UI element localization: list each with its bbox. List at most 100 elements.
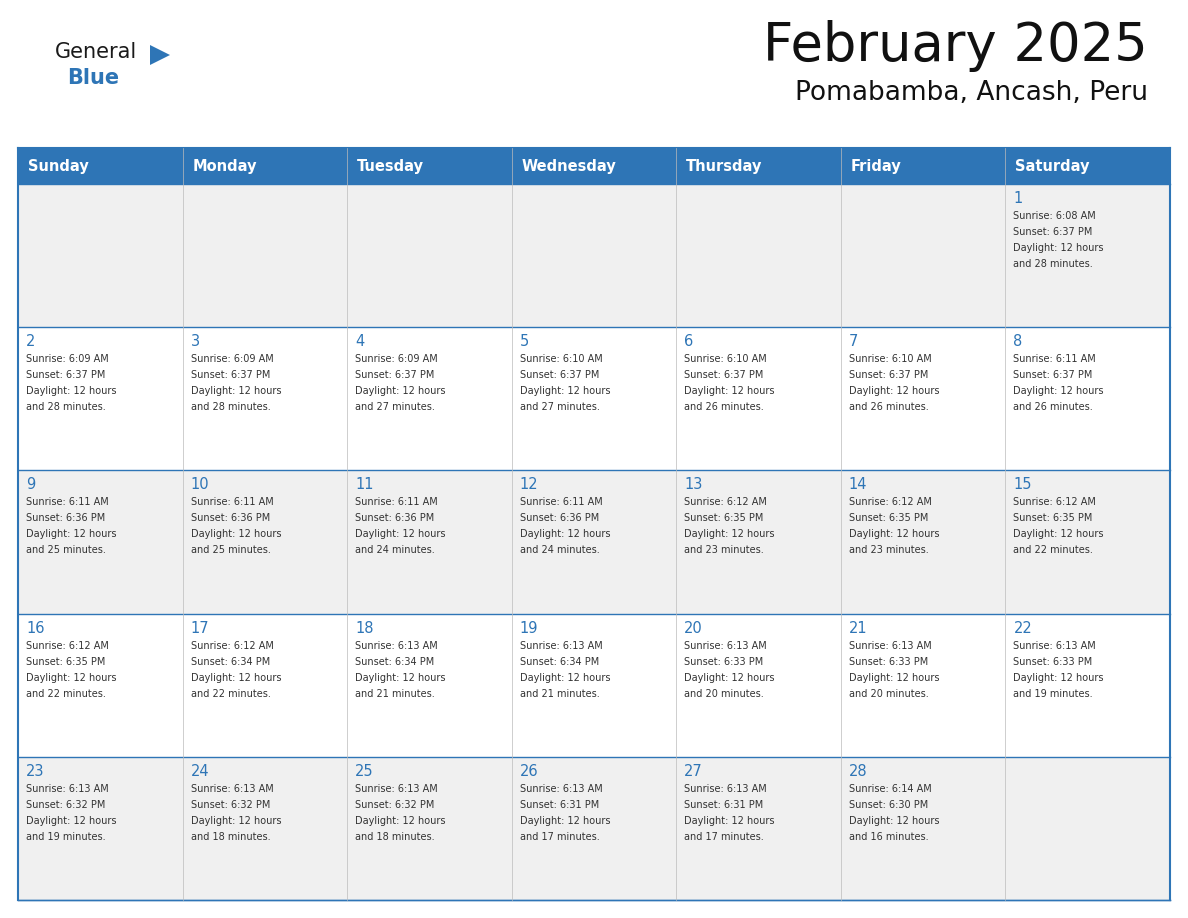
Text: Sunrise: 6:09 AM: Sunrise: 6:09 AM [355,354,438,364]
Text: Sunset: 6:37 PM: Sunset: 6:37 PM [1013,227,1093,237]
Text: 27: 27 [684,764,703,778]
Text: Thursday: Thursday [687,159,763,174]
Text: Daylight: 12 hours: Daylight: 12 hours [519,673,611,683]
Text: February 2025: February 2025 [763,20,1148,72]
Text: Daylight: 12 hours: Daylight: 12 hours [190,386,282,397]
Text: Sunrise: 6:13 AM: Sunrise: 6:13 AM [1013,641,1097,651]
Text: Sunset: 6:31 PM: Sunset: 6:31 PM [519,800,599,810]
Text: and 28 minutes.: and 28 minutes. [190,402,271,412]
Text: Sunset: 6:35 PM: Sunset: 6:35 PM [26,656,106,666]
Text: Daylight: 12 hours: Daylight: 12 hours [849,530,940,540]
Bar [18,184,1170,327]
Text: Daylight: 12 hours: Daylight: 12 hours [519,530,611,540]
Text: Daylight: 12 hours: Daylight: 12 hours [355,673,446,683]
Text: Sunrise: 6:09 AM: Sunrise: 6:09 AM [190,354,273,364]
Text: Sunrise: 6:13 AM: Sunrise: 6:13 AM [519,641,602,651]
Text: Sunrise: 6:11 AM: Sunrise: 6:11 AM [190,498,273,508]
Text: Sunrise: 6:11 AM: Sunrise: 6:11 AM [519,498,602,508]
Text: Sunset: 6:34 PM: Sunset: 6:34 PM [355,656,435,666]
Text: Daylight: 12 hours: Daylight: 12 hours [1013,530,1104,540]
Bar [18,470,1170,613]
Text: Daylight: 12 hours: Daylight: 12 hours [684,816,775,826]
Text: Sunrise: 6:12 AM: Sunrise: 6:12 AM [190,641,273,651]
Text: Daylight: 12 hours: Daylight: 12 hours [684,530,775,540]
Text: Sunset: 6:36 PM: Sunset: 6:36 PM [355,513,435,523]
Text: and 16 minutes.: and 16 minutes. [849,832,929,842]
Text: 20: 20 [684,621,703,635]
Bar [18,148,1170,184]
Bar [18,613,1170,756]
Text: Daylight: 12 hours: Daylight: 12 hours [849,816,940,826]
Text: 8: 8 [1013,334,1023,349]
Text: Sunset: 6:32 PM: Sunset: 6:32 PM [355,800,435,810]
Text: Daylight: 12 hours: Daylight: 12 hours [190,530,282,540]
Text: Daylight: 12 hours: Daylight: 12 hours [1013,386,1104,397]
Text: Sunset: 6:33 PM: Sunset: 6:33 PM [1013,656,1093,666]
Text: Sunset: 6:35 PM: Sunset: 6:35 PM [849,513,928,523]
Text: and 19 minutes.: and 19 minutes. [26,832,106,842]
Text: and 27 minutes.: and 27 minutes. [519,402,600,412]
Text: Sunset: 6:36 PM: Sunset: 6:36 PM [190,513,270,523]
Text: Sunrise: 6:11 AM: Sunrise: 6:11 AM [355,498,438,508]
Text: Sunrise: 6:13 AM: Sunrise: 6:13 AM [190,784,273,794]
Text: Tuesday: Tuesday [358,159,424,174]
Text: 4: 4 [355,334,365,349]
Text: Daylight: 12 hours: Daylight: 12 hours [849,386,940,397]
Text: Sunset: 6:37 PM: Sunset: 6:37 PM [26,370,106,380]
Text: Sunrise: 6:13 AM: Sunrise: 6:13 AM [519,784,602,794]
Text: 6: 6 [684,334,694,349]
Text: Sunset: 6:32 PM: Sunset: 6:32 PM [190,800,270,810]
Polygon shape [150,45,170,65]
Text: 13: 13 [684,477,702,492]
Text: and 22 minutes.: and 22 minutes. [190,688,271,699]
Text: and 20 minutes.: and 20 minutes. [684,688,764,699]
Text: and 26 minutes.: and 26 minutes. [849,402,929,412]
Text: and 28 minutes.: and 28 minutes. [1013,259,1093,269]
Text: Daylight: 12 hours: Daylight: 12 hours [355,386,446,397]
Text: and 24 minutes.: and 24 minutes. [519,545,600,555]
Text: 22: 22 [1013,621,1032,635]
Text: Sunset: 6:32 PM: Sunset: 6:32 PM [26,800,106,810]
Text: Daylight: 12 hours: Daylight: 12 hours [190,816,282,826]
Text: Daylight: 12 hours: Daylight: 12 hours [26,386,116,397]
Bar [18,327,1170,470]
Text: Daylight: 12 hours: Daylight: 12 hours [26,816,116,826]
Text: and 18 minutes.: and 18 minutes. [190,832,270,842]
Text: Sunset: 6:33 PM: Sunset: 6:33 PM [849,656,928,666]
Text: Saturday: Saturday [1016,159,1089,174]
Text: 5: 5 [519,334,529,349]
Text: Sunset: 6:37 PM: Sunset: 6:37 PM [355,370,435,380]
Text: Daylight: 12 hours: Daylight: 12 hours [26,673,116,683]
Text: Sunrise: 6:14 AM: Sunrise: 6:14 AM [849,784,931,794]
Text: Sunrise: 6:08 AM: Sunrise: 6:08 AM [1013,211,1097,221]
Text: Sunrise: 6:13 AM: Sunrise: 6:13 AM [684,641,767,651]
Text: and 26 minutes.: and 26 minutes. [1013,402,1093,412]
Text: and 25 minutes.: and 25 minutes. [190,545,271,555]
Text: 12: 12 [519,477,538,492]
Text: 26: 26 [519,764,538,778]
Text: Sunrise: 6:09 AM: Sunrise: 6:09 AM [26,354,109,364]
Text: Sunset: 6:35 PM: Sunset: 6:35 PM [684,513,764,523]
Text: 16: 16 [26,621,44,635]
Text: Daylight: 12 hours: Daylight: 12 hours [1013,673,1104,683]
Text: Daylight: 12 hours: Daylight: 12 hours [1013,243,1104,253]
Text: Sunrise: 6:13 AM: Sunrise: 6:13 AM [849,641,931,651]
Text: Sunrise: 6:11 AM: Sunrise: 6:11 AM [1013,354,1097,364]
Text: and 28 minutes.: and 28 minutes. [26,402,106,412]
Text: and 22 minutes.: and 22 minutes. [1013,545,1093,555]
Text: 11: 11 [355,477,374,492]
Text: 15: 15 [1013,477,1032,492]
Text: Sunset: 6:34 PM: Sunset: 6:34 PM [519,656,599,666]
Text: 17: 17 [190,621,209,635]
Text: Sunrise: 6:11 AM: Sunrise: 6:11 AM [26,498,109,508]
Text: Sunrise: 6:10 AM: Sunrise: 6:10 AM [849,354,931,364]
Text: Wednesday: Wednesday [522,159,617,174]
Text: Daylight: 12 hours: Daylight: 12 hours [355,530,446,540]
Text: 7: 7 [849,334,858,349]
Text: General: General [55,42,138,62]
Text: Sunset: 6:37 PM: Sunset: 6:37 PM [1013,370,1093,380]
Text: Blue: Blue [67,68,119,88]
Text: Sunrise: 6:13 AM: Sunrise: 6:13 AM [355,641,438,651]
Text: and 23 minutes.: and 23 minutes. [849,545,929,555]
Text: Sunset: 6:37 PM: Sunset: 6:37 PM [190,370,270,380]
